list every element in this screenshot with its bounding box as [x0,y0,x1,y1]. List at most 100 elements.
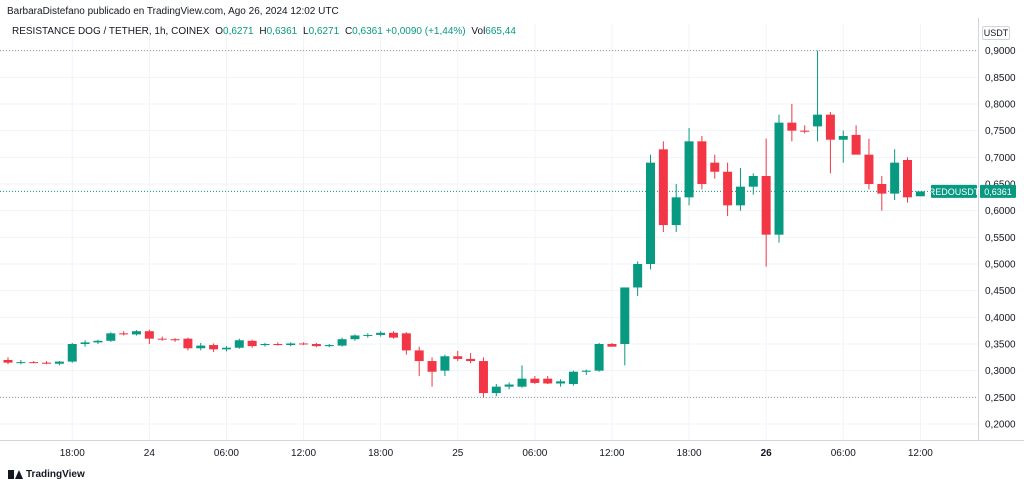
high-label: H [259,26,267,37]
candle-body [774,122,784,235]
candle-body [389,332,398,338]
price-tick-label: 0,9000 [985,46,1016,57]
candle-body [54,361,64,364]
candle-body [530,378,540,383]
price-tick-label: 0,8500 [985,73,1016,84]
candle-body [29,362,39,364]
candle-body [132,331,141,335]
high-value: 0,6361 [266,26,298,37]
tradingview-logo-icon [8,470,23,479]
candle-body [260,344,270,346]
candle-body [710,162,720,172]
candle-body [838,136,848,140]
price-tick-label: 0,4000 [985,313,1016,324]
candle-body [3,360,13,363]
tradingview-footer: TradingView [8,469,85,480]
close-value: 0,6361 [352,26,383,37]
price-tick-label: 0,7500 [985,126,1016,137]
price-tick-label: 0,5500 [985,233,1016,244]
candle-body [299,343,309,345]
candle-body [851,134,861,155]
time-tick-label: 12:00 [908,448,933,459]
time-tick-label: 18:00 [368,448,393,459]
price-tick-label: 0,6000 [985,206,1016,217]
currency-button[interactable]: USDT [982,26,1010,40]
candle-body [890,162,900,194]
candle-body [170,339,180,341]
candle-body [311,344,321,347]
open-label: O [215,26,224,37]
time-tick-label: 18:00 [677,448,702,459]
candle-body [324,345,334,347]
candle-body [568,371,578,384]
candle-body [658,149,668,226]
candle-body [350,335,360,340]
tradingview-brand: TradingView [26,469,85,480]
price-tick-label: 0,5000 [985,260,1016,271]
candle-body [671,197,681,226]
candle-body [607,344,617,347]
candle-body [620,287,630,344]
candle-body [646,162,655,264]
candle-body [903,160,912,198]
candle-body [697,141,707,184]
candle-body [183,338,193,349]
candle-body [825,114,835,140]
candle-body [80,342,90,344]
candle-body [144,331,154,339]
candle-body [93,340,103,343]
candle-body [209,345,219,350]
candle-body [491,386,501,394]
candle-body [594,344,604,371]
price-tick-label: 0,3500 [985,340,1016,351]
time-tick-label: 18:00 [60,448,85,459]
candle-body [723,171,733,206]
price-tick-label: 0,2500 [985,393,1016,404]
open-value: 0,6271 [223,26,254,37]
close-label: C [344,26,353,37]
change-value: +0,0090 (+1,44%) [385,26,466,37]
candle-body [196,345,206,349]
candle-body [735,186,745,206]
candle-body [221,347,231,350]
candle-body [800,130,810,132]
candle-body [915,191,925,197]
candle-body [286,343,296,346]
candle-body [684,141,694,198]
time-tick-label: 06:00 [214,448,239,459]
candle-body [363,334,373,336]
candle-body [633,264,643,288]
candle-body [157,338,167,340]
candle-body [543,378,553,384]
candle-body [877,184,887,194]
symbol-tag [931,184,977,198]
time-tick-label: 06:00 [522,448,547,459]
candle-body [247,340,257,347]
candle-body [376,332,386,335]
price-tick-label: 0,4500 [985,286,1016,297]
time-tick-label: 06:00 [831,448,856,459]
candle-body [440,356,450,371]
price-tick-label: 0,3000 [985,366,1016,377]
time-tick-label: 24 [144,448,156,459]
candle-body [748,176,758,187]
candle-body [106,333,116,341]
time-tick-label: 26 [761,448,773,459]
symbol-tag-label: REDOUSDT [929,187,980,197]
candle-body [337,339,347,346]
candle-body [581,370,591,372]
candle-body [42,362,52,364]
symbol-name[interactable]: RESISTANCE DOG / TETHER, 1h, COINEX [12,26,210,37]
candle-body [401,333,411,351]
candle-body [119,333,129,335]
time-tick-label: 25 [452,448,464,459]
candle-body [67,344,77,362]
candle-body [517,378,527,387]
volume-value: 665,44 [485,26,516,37]
candle-body [466,358,476,362]
candle-body [234,340,244,348]
candle-body [556,381,566,384]
low-value: 0,6271 [308,26,340,37]
time-tick-label: 12:00 [291,448,316,459]
